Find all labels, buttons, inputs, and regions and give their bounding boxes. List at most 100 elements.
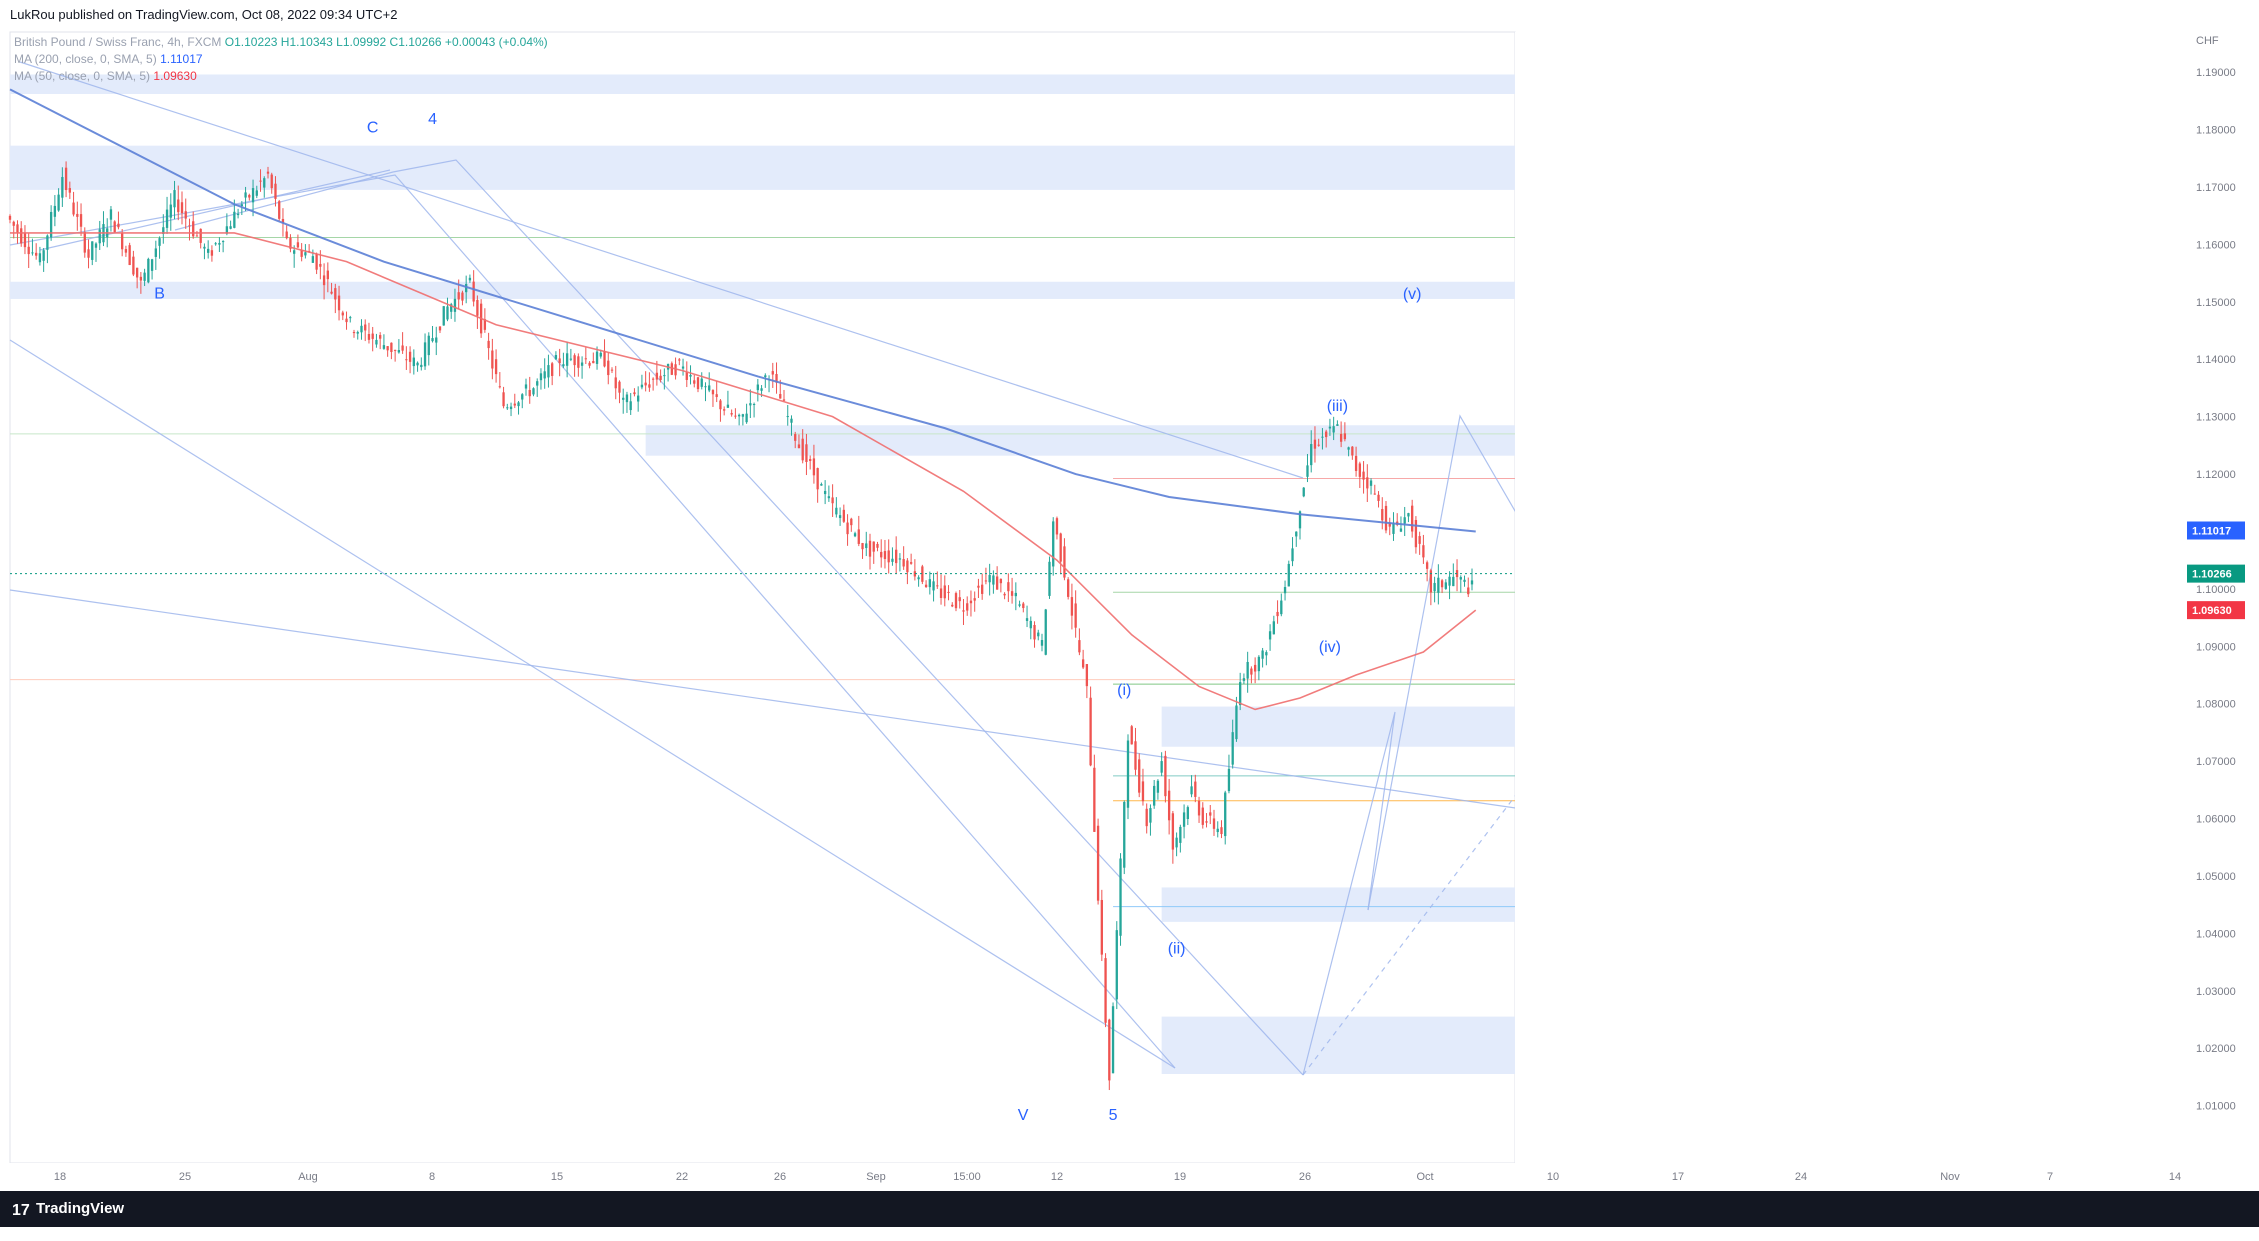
candle-body	[1231, 732, 1234, 765]
candle-body	[1179, 826, 1182, 843]
candle-body	[1440, 580, 1444, 588]
candle-body	[16, 224, 19, 233]
legend-ma200-row[interactable]: MA (200, close, 0, SMA, 5) 1.11017	[14, 51, 548, 68]
candle-body	[42, 250, 45, 261]
price-axis-tick: 1.16000	[2196, 239, 2236, 251]
candle-body	[1182, 812, 1186, 827]
candle-body	[917, 577, 920, 580]
candle-body	[1422, 545, 1425, 558]
candle-body	[1362, 471, 1365, 480]
trend-line	[1302, 711, 1396, 1076]
candle-body	[461, 292, 464, 301]
candle-body	[517, 402, 520, 407]
candle-body	[218, 242, 221, 245]
candle-body	[124, 249, 128, 253]
candle-body	[296, 242, 300, 248]
candle-body	[289, 237, 292, 249]
candle-body	[966, 603, 969, 611]
candle-body	[835, 507, 838, 515]
candle-body	[928, 579, 931, 588]
candle-body	[502, 392, 505, 407]
candle-body	[640, 384, 644, 388]
candle-body	[872, 541, 875, 552]
candle-body	[1216, 828, 1219, 833]
candle-body	[693, 380, 696, 384]
candle-body	[498, 386, 501, 388]
candle-body	[1321, 436, 1324, 438]
time-axis-tick: 14	[2169, 1171, 2181, 1183]
wave-label: (iii)	[1327, 398, 1348, 415]
candle-body	[1063, 546, 1066, 578]
candle-body	[801, 438, 804, 461]
price-tag	[2187, 564, 2245, 583]
candle-body	[143, 272, 146, 281]
candle-body	[1059, 533, 1062, 562]
candle-body	[31, 252, 34, 254]
candle-body	[113, 221, 116, 233]
candle-body	[711, 390, 715, 395]
candle-body	[1425, 562, 1429, 569]
candle-body	[259, 180, 262, 182]
candle-body	[704, 386, 707, 388]
publish-text: LukRou published on TradingView.com, Oct…	[10, 7, 398, 22]
candle-body	[1414, 519, 1418, 548]
candle-body	[853, 533, 857, 537]
legend-ma200-label: MA (200, close, 0, SMA, 5)	[14, 52, 157, 66]
candle-body	[577, 356, 580, 368]
time-axis-tick: 24	[1795, 1171, 1807, 1183]
price-axis-tick: 1.05000	[2196, 871, 2236, 883]
candle-body	[700, 378, 703, 387]
candle-body	[565, 353, 569, 366]
candle-body	[132, 256, 135, 275]
candle-body	[1010, 591, 1014, 596]
candle-body	[1089, 697, 1092, 766]
candle-body	[188, 225, 191, 227]
candle-body	[551, 363, 554, 376]
time-axis-tick: 15:00	[953, 1171, 981, 1183]
price-chart[interactable]: 0.236(1.11922)0.382(1.09942)0.5(1.08342)…	[0, 0, 2259, 1191]
candle-body	[240, 204, 243, 206]
candle-body	[521, 394, 524, 400]
price-axis-tick: 1.13000	[2196, 412, 2236, 424]
candle-body	[53, 205, 57, 217]
price-axis-tick: 1.08000	[2196, 699, 2236, 711]
candle-body	[416, 362, 419, 366]
candle-body	[786, 416, 789, 418]
candle-body	[1448, 576, 1451, 586]
candle-body	[625, 394, 629, 403]
candle-body	[573, 355, 576, 366]
wave-label: (ii)	[1168, 940, 1186, 957]
candle-body	[1220, 827, 1223, 835]
candle-body	[49, 211, 53, 238]
candle-body	[1268, 631, 1272, 640]
legend-symbol-row[interactable]: British Pound / Swiss Franc, 4h, FXCM O1…	[14, 34, 548, 51]
candle-body	[644, 382, 647, 386]
price-tag-label: 1.09630	[2192, 605, 2232, 617]
price-axis-tick: 1.06000	[2196, 814, 2236, 826]
candle-body	[1358, 463, 1361, 477]
candle-body	[72, 202, 75, 215]
candle-body	[1197, 800, 1201, 816]
candle-body	[719, 400, 722, 410]
candle-body	[734, 415, 737, 417]
candle-body	[278, 201, 281, 219]
candle-body	[465, 283, 468, 293]
candle-body	[1283, 587, 1287, 594]
candle-body	[1052, 521, 1055, 567]
legend-ma50-row[interactable]: MA (50, close, 0, SMA, 5) 1.09630	[14, 68, 548, 85]
candle-body	[195, 235, 199, 237]
candle-body	[633, 392, 636, 395]
candle-body	[345, 318, 348, 323]
candle-body	[528, 389, 531, 397]
candle-body	[330, 291, 333, 294]
candle-body	[752, 404, 756, 406]
candle-body	[1040, 640, 1044, 646]
candle-body	[431, 338, 434, 342]
candle-body	[1194, 781, 1197, 797]
candle-body	[898, 558, 902, 560]
candle-body	[207, 248, 210, 253]
candle-body	[708, 385, 711, 391]
candle-body	[76, 213, 79, 217]
candle-body	[1351, 446, 1354, 456]
candle-body	[293, 250, 296, 254]
